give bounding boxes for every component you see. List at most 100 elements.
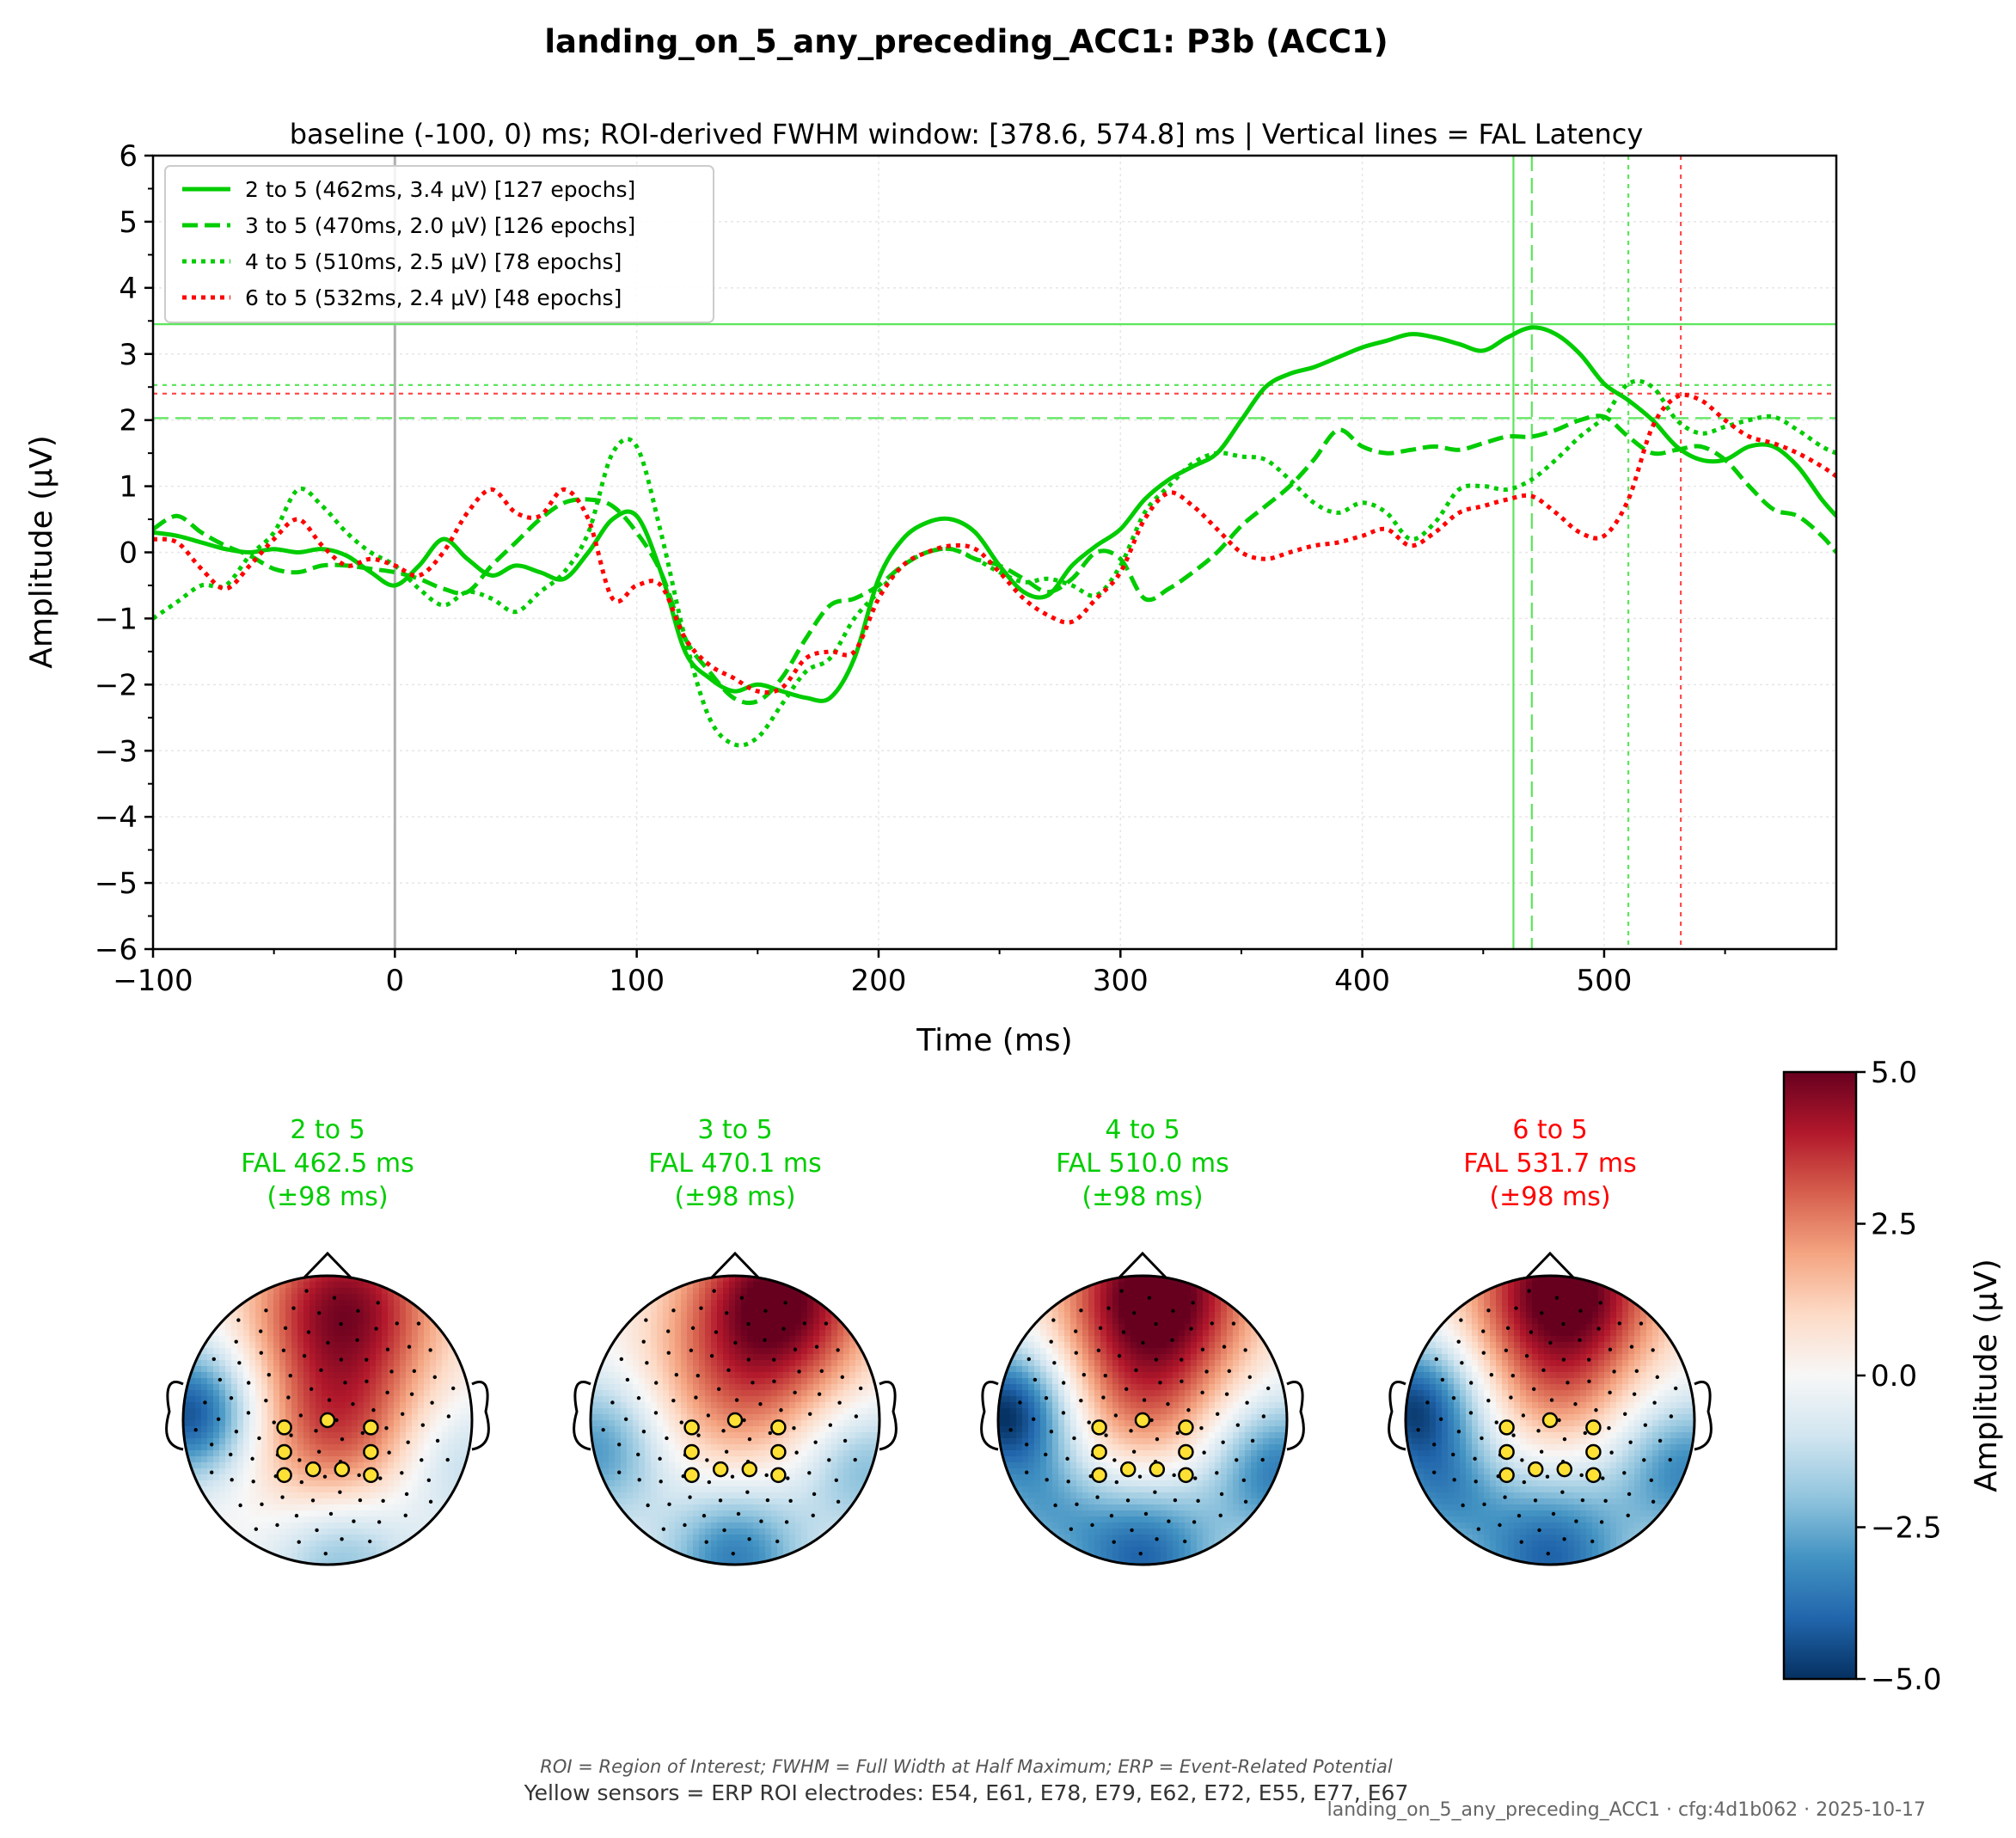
- topomap-cell: [867, 1390, 874, 1397]
- topomap-cell: [663, 1498, 670, 1505]
- topomap-cell: [801, 1312, 808, 1319]
- topomap-cell: [603, 1384, 610, 1391]
- topomap-cell: [783, 1541, 790, 1547]
- topomap-cell: [729, 1462, 736, 1469]
- topomap-cell: [1137, 1294, 1143, 1301]
- topomap-cell: [442, 1510, 449, 1517]
- topomap-cell: [316, 1324, 322, 1331]
- topomap-cell: [1137, 1372, 1143, 1379]
- topomap-cell: [753, 1336, 760, 1343]
- sensor-dot: [246, 1411, 251, 1415]
- topomap-cell: [1070, 1342, 1077, 1349]
- topomap-cell: [400, 1288, 407, 1295]
- topomap-cell: [201, 1450, 208, 1457]
- topomap-cell: [207, 1474, 214, 1481]
- topomap-cell: [1269, 1360, 1276, 1367]
- topomap-cell: [340, 1522, 346, 1529]
- topomap-cell: [328, 1462, 334, 1469]
- topomap-cell: [1064, 1330, 1071, 1337]
- topomap-cell: [639, 1462, 646, 1469]
- topomap-cell: [303, 1480, 310, 1487]
- topomap-cell: [777, 1366, 784, 1373]
- topomap-cell: [364, 1522, 371, 1529]
- topomap-cell: [633, 1516, 640, 1523]
- topomap-cell: [1137, 1300, 1143, 1307]
- topomap-cell: [1076, 1342, 1083, 1349]
- topomap-cell: [261, 1468, 268, 1475]
- topomap-cell: [765, 1516, 772, 1523]
- topomap-cell: [460, 1450, 467, 1457]
- topomap-cell: [303, 1402, 310, 1409]
- topomap-cell: [1088, 1342, 1095, 1349]
- topomap-cell: [340, 1547, 346, 1553]
- topomap-cell: [297, 1348, 304, 1355]
- topomap-cell: [1088, 1288, 1095, 1295]
- topomap-cell: [442, 1426, 449, 1433]
- topomap-cell: [207, 1384, 214, 1391]
- topomap-cell: [813, 1444, 820, 1451]
- topomap-cell: [1155, 1384, 1161, 1391]
- topomap-cell: [753, 1384, 760, 1391]
- topomap-cell: [591, 1396, 597, 1403]
- topomap-cell: [1046, 1348, 1053, 1355]
- topomap-cell: [711, 1408, 718, 1415]
- topomap-cell: [1251, 1372, 1258, 1379]
- topomap-cell: [328, 1306, 334, 1313]
- topomap-cell: [243, 1529, 250, 1535]
- topomap-cell: [735, 1547, 742, 1553]
- topomap-cell: [795, 1306, 802, 1313]
- topomap-cell: [370, 1384, 377, 1391]
- topomap-cell: [225, 1426, 232, 1433]
- topomap-cell: [633, 1456, 640, 1463]
- topomap-cell: [285, 1366, 292, 1373]
- topomap-cell: [729, 1276, 736, 1283]
- topomap-cell: [334, 1522, 340, 1529]
- topomap-cell: [273, 1330, 280, 1337]
- topomap-cell: [394, 1348, 401, 1355]
- topomap-cell: [388, 1504, 395, 1511]
- topomap-cell: [711, 1456, 718, 1463]
- topomap-cell: [279, 1522, 286, 1529]
- topomap-cell: [328, 1354, 334, 1361]
- topomap-cell: [681, 1324, 688, 1331]
- topomap-cell: [406, 1480, 413, 1487]
- topomap-cell: [1112, 1342, 1119, 1349]
- topomap-cell: [346, 1306, 352, 1313]
- topomap-cell: [699, 1348, 706, 1355]
- topomap-cell: [591, 1426, 597, 1433]
- topomap-cell: [279, 1432, 286, 1439]
- topomap-cell: [394, 1408, 401, 1415]
- topomap-cell: [460, 1456, 467, 1463]
- topomap-cell: [699, 1529, 706, 1535]
- topomap-cell: [201, 1474, 208, 1481]
- topomap-cell: [699, 1432, 706, 1439]
- sensor-dot: [310, 1498, 316, 1503]
- topomap-cell: [807, 1288, 814, 1295]
- topomap-cell: [741, 1420, 748, 1427]
- topomap-cell: [201, 1444, 208, 1451]
- sensor-dot: [281, 1348, 286, 1352]
- topomap-cell: [249, 1348, 256, 1355]
- topomap-cell: [1058, 1390, 1065, 1397]
- topomap-cell: [225, 1354, 232, 1361]
- topomap-cell: [424, 1492, 431, 1499]
- topomap-cell: [747, 1408, 754, 1415]
- topomap-cell: [273, 1456, 280, 1463]
- topomap-cell: [279, 1300, 286, 1307]
- topomap-cell: [237, 1438, 244, 1445]
- sensor-dot: [702, 1513, 707, 1518]
- topomap-cell: [825, 1330, 832, 1337]
- topomap-cell: [370, 1510, 377, 1517]
- topomap-cell: [1215, 1384, 1222, 1391]
- topomap-cell: [340, 1510, 346, 1517]
- topomap-cell: [735, 1498, 742, 1505]
- topomap-cell: [1118, 1276, 1125, 1283]
- topomap-cell: [340, 1504, 346, 1511]
- topomap-cell: [394, 1456, 401, 1463]
- topomap-cell: [316, 1516, 322, 1523]
- topomap-cell: [334, 1541, 340, 1547]
- topomap-cell: [759, 1480, 766, 1487]
- topomap-cell: [255, 1522, 262, 1529]
- topomap-cell: [1106, 1378, 1113, 1385]
- topomap-cell: [801, 1474, 808, 1481]
